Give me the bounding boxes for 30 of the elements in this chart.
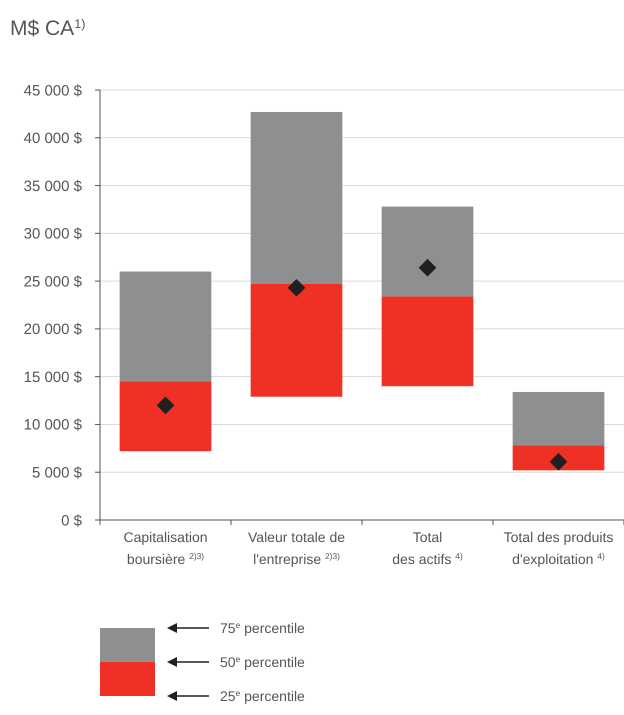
y-tick-label: 40 000 $ bbox=[24, 130, 83, 148]
bar bbox=[512, 445, 604, 470]
y-tick-label: 30 000 $ bbox=[24, 226, 83, 243]
bar bbox=[120, 381, 212, 452]
bar bbox=[382, 296, 474, 386]
y-tick-label: 35 000 $ bbox=[24, 178, 83, 195]
point bbox=[156, 396, 174, 414]
y-tick-label: 10 000 $ bbox=[24, 416, 83, 434]
text: 25$^{e}$ percentile bbox=[220, 688, 306, 704]
bar bbox=[120, 272, 212, 382]
y-tick-label: 0 $ bbox=[61, 512, 83, 530]
y-tick-label: 5 000 $ bbox=[32, 464, 83, 482]
y-tick-label: 25 000 $ bbox=[24, 273, 83, 290]
y-tick-label: 45 000 $ bbox=[24, 82, 83, 100]
point bbox=[288, 278, 306, 297]
text: 50$^{e}$ percentile bbox=[220, 654, 306, 670]
chart-title: M$ CA$^{1)}$ bbox=[10, 17, 86, 40]
x-tick-label: Valeur totale de l'entreprise $^{2)3)}$ bbox=[248, 529, 346, 567]
point bbox=[550, 452, 568, 471]
y-tick-label: 15 000 $ bbox=[24, 368, 83, 386]
x-tick-label: Total des actifs $^{4)}$ bbox=[392, 529, 463, 567]
bar bbox=[382, 206, 474, 296]
bar bbox=[250, 284, 342, 397]
bar bbox=[250, 112, 342, 284]
text: 75$^{e}$ percentile bbox=[220, 620, 306, 636]
x-tick-label: Capitalisation boursière $^{2)3)}$ bbox=[123, 529, 208, 567]
bar bbox=[512, 392, 604, 446]
x-tick-label: Total des produits d'exploitation $^{4)}$ bbox=[504, 529, 614, 567]
point bbox=[418, 258, 436, 277]
y-tick-label: 20 000 $ bbox=[24, 321, 83, 338]
